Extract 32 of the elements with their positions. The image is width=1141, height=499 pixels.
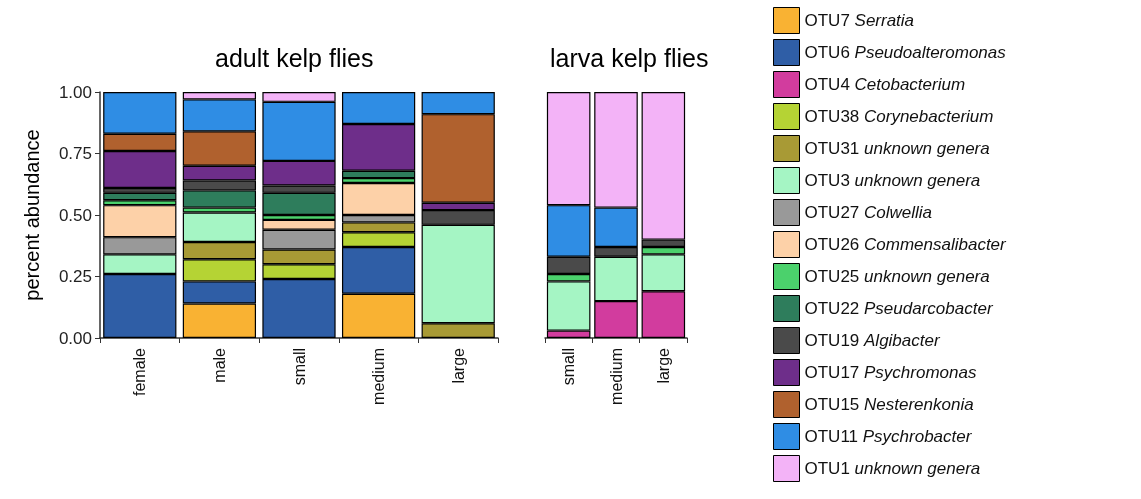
y-tick-label: 1.00 bbox=[58, 82, 92, 102]
legend-label: OTU7 Serratia bbox=[804, 11, 915, 30]
x-tick-label: large bbox=[449, 347, 467, 384]
y-axis-title: percent abundance bbox=[21, 129, 43, 301]
x-tick-label: small bbox=[290, 348, 308, 386]
chart-title: larva kelp flies bbox=[550, 43, 709, 72]
x-tick-label: female bbox=[131, 347, 149, 397]
legend-label: OTU15 Nesterenkonia bbox=[804, 395, 974, 414]
x-tick-label: small bbox=[560, 348, 578, 386]
x-tick-label: medium bbox=[370, 348, 388, 405]
bar bbox=[103, 192, 177, 201]
legend-label: OTU26 Commensalibacter bbox=[804, 235, 1008, 254]
x-tick-label: medium bbox=[607, 348, 625, 405]
legend-label: OTU38 Corynebacterium bbox=[804, 107, 994, 126]
legend-label: OTU31 unknown genera bbox=[804, 139, 990, 158]
legend-label: OTU27 Colwellia bbox=[804, 203, 933, 222]
legend-label: OTU25 unknown genera bbox=[804, 267, 990, 286]
legend-label: OTU1 unknown genera bbox=[804, 459, 981, 478]
y-tick-label: 0.75 bbox=[58, 144, 92, 163]
x-tick-label: large bbox=[654, 347, 672, 384]
y-tick-label: 0.50 bbox=[58, 205, 92, 225]
chart-title: adult kelp flies bbox=[215, 43, 374, 72]
legend-label: OTU19 Algibacter bbox=[804, 331, 941, 350]
y-tick-label: 0.00 bbox=[58, 328, 92, 348]
y-tick-label: 0.25 bbox=[58, 267, 92, 286]
legend-label: OTU17 Psychromonas bbox=[804, 363, 977, 382]
legend-label: OTU4 Cetobacterium bbox=[804, 75, 966, 94]
legend-label: OTU6 Pseudoalteromonas bbox=[804, 43, 1007, 62]
x-tick-label: male bbox=[210, 347, 228, 383]
legend-label: OTU11 Psychrobacter bbox=[804, 427, 973, 446]
legend-label: OTU22 Pseudarcobacter bbox=[804, 299, 994, 318]
legend-label: OTU3 unknown genera bbox=[804, 171, 981, 190]
